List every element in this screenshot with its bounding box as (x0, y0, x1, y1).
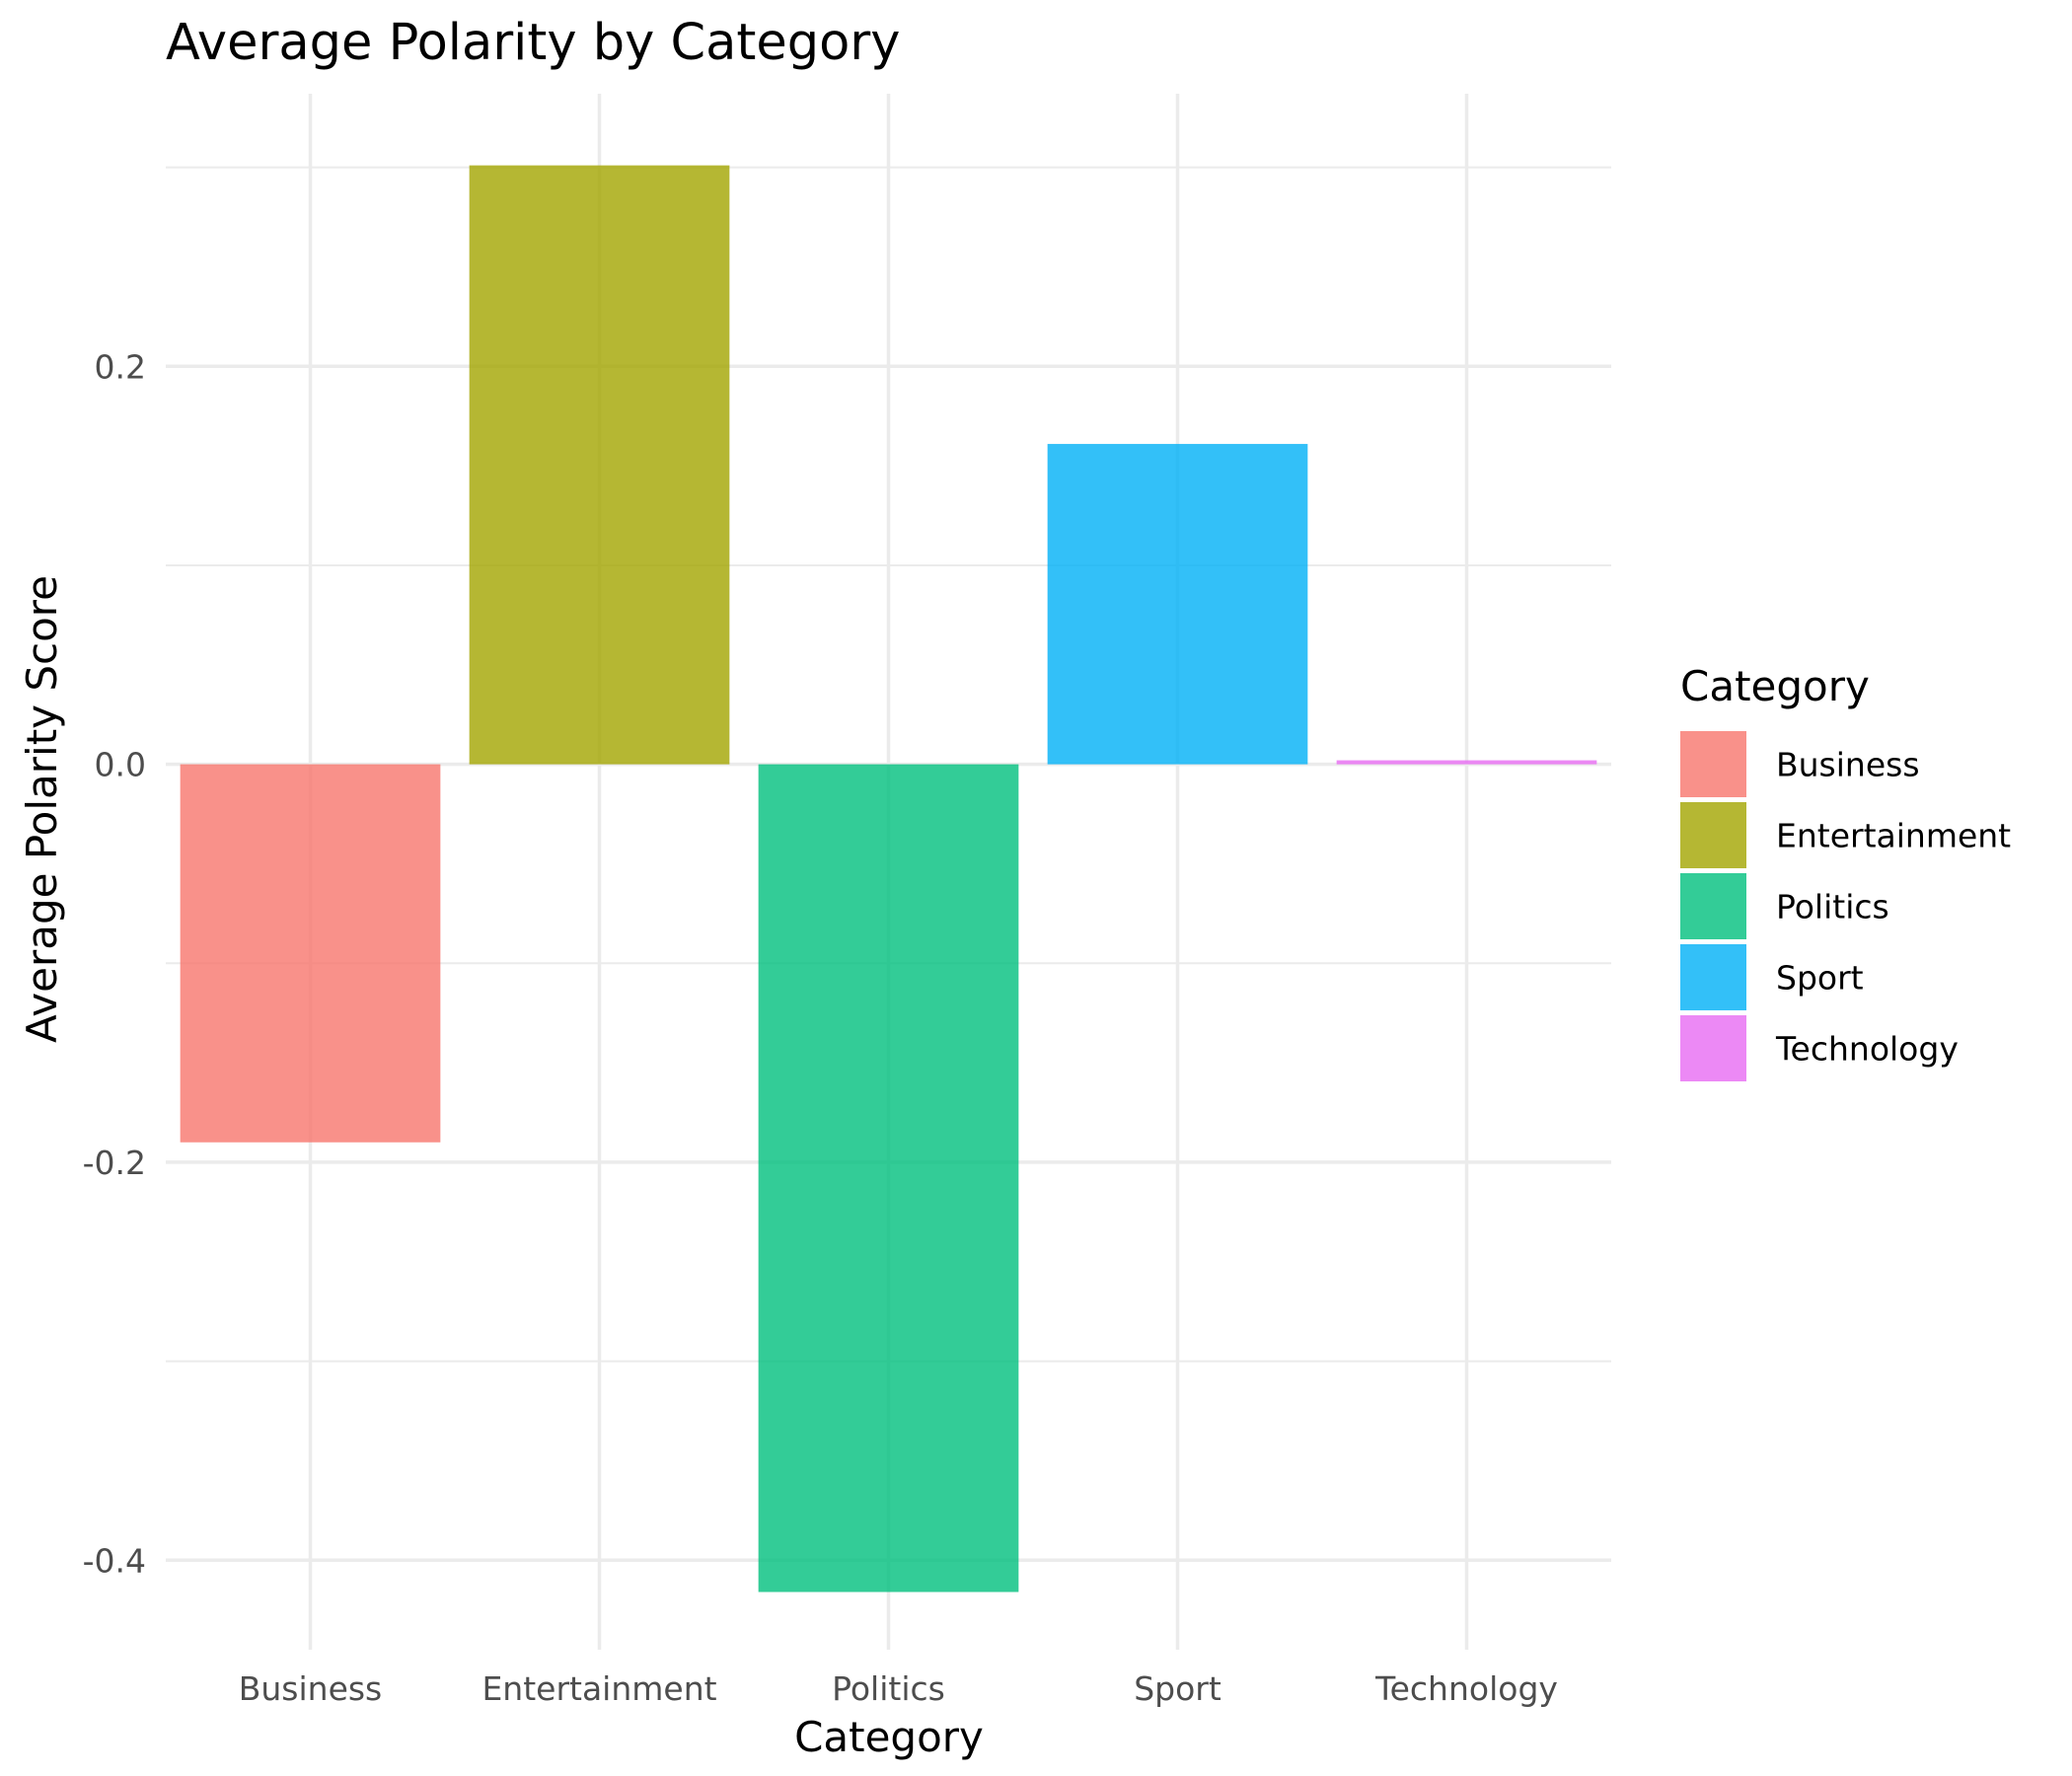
bar-sport (1047, 443, 1308, 765)
legend: Category Business Entertainment Politics Sp… (1680, 662, 2011, 1081)
legend-key-business (1680, 731, 1746, 797)
x-tick-label: Technology (1374, 1669, 1558, 1708)
y-tick-label: 0.2 (95, 347, 146, 386)
legend-label-politics: Politics (1776, 888, 1889, 926)
chart-title: Average Polarity by Category (166, 14, 900, 72)
legend-label-technology: Technology (1775, 1030, 1959, 1069)
bar-technology (1336, 760, 1597, 765)
legend-label-business: Business (1776, 746, 1920, 784)
legend-key-entertainment (1680, 802, 1746, 868)
y-tick-label: -0.4 (83, 1541, 146, 1580)
x-tick-label: Sport (1134, 1669, 1221, 1708)
x-tick-label: Business (239, 1669, 383, 1708)
legend-key-sport (1680, 944, 1746, 1010)
x-axis-title: Category (794, 1713, 984, 1761)
x-axis-ticks: Business Entertainment Politics Sport Techno… (239, 1669, 1558, 1708)
bar-entertainment (469, 165, 730, 765)
y-axis-title: Average Polarity Score (18, 575, 66, 1043)
bar-politics (758, 764, 1019, 1592)
legend-label-sport: Sport (1776, 959, 1864, 998)
bars (180, 165, 1597, 1592)
y-tick-label: -0.2 (83, 1144, 146, 1182)
legend-title: Category (1680, 662, 1870, 710)
legend-key-politics (1680, 873, 1746, 939)
x-tick-label: Entertainment (481, 1669, 716, 1708)
legend-label-entertainment: Entertainment (1776, 817, 2011, 855)
y-axis-ticks: 0.2 0.0 -0.2 -0.4 (83, 347, 146, 1580)
y-tick-label: 0.0 (95, 746, 146, 784)
x-tick-label: Politics (832, 1669, 945, 1708)
bar-business (180, 764, 441, 1143)
legend-key-technology (1680, 1015, 1746, 1081)
